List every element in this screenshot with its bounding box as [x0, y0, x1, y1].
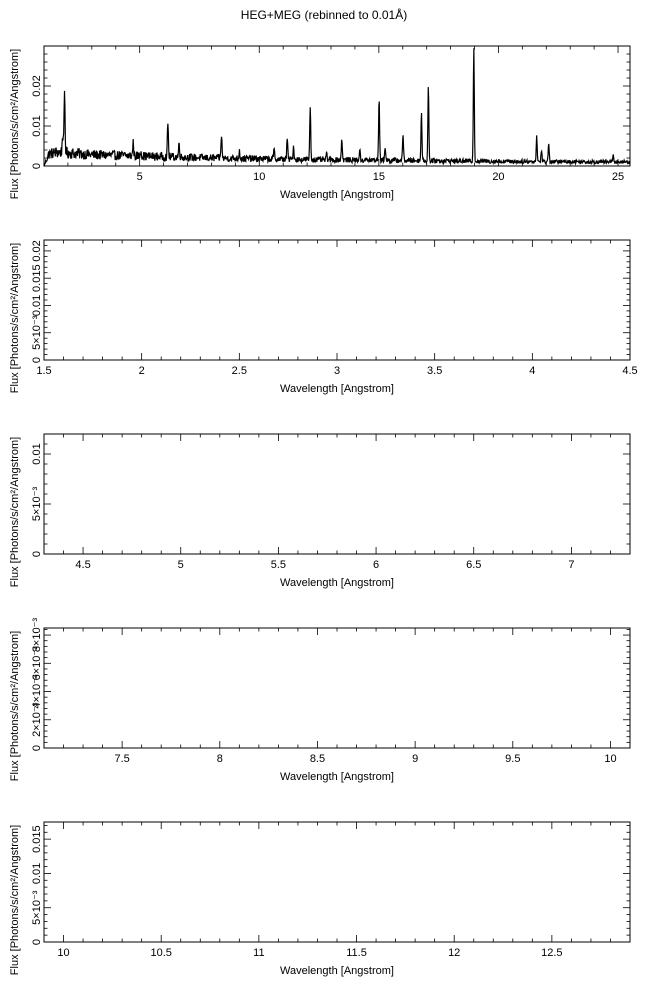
spectrum-line-1 [43, 48, 631, 167]
y-tick-label: 0.01 [31, 863, 43, 884]
x-tick-label: 5.5 [271, 559, 286, 571]
x-axis-label: Wavelength [Angstrom] [280, 383, 394, 395]
x-tick-label: 12.5 [541, 947, 562, 959]
x-tick-label: 3 [334, 365, 340, 377]
x-tick-label: 20 [492, 171, 504, 183]
x-tick-label: 9.5 [505, 753, 520, 765]
y-tick-label: 0.02 [31, 240, 43, 261]
y-tick-label: 5×10⁻³ [31, 315, 43, 350]
x-tick-label: 7.5 [114, 753, 129, 765]
x-tick-label: 2 [139, 365, 145, 377]
y-tick-label: 0 [31, 745, 43, 751]
y-axis-label: Flux [Photons/s/cm²/Angstrom] [9, 437, 21, 587]
x-tick-label: 4 [529, 365, 535, 377]
chart-panel-2: 1.5 2 2.5 3 3.5 4 4.5 0 5×10⁻³0.01 0.015 0.02 Wavel… [9, 240, 638, 395]
y-tick-label: 0 [31, 163, 43, 169]
x-tick-label: 6.5 [466, 559, 481, 571]
plot-frame [43, 45, 631, 167]
y-tick-label: 0.015 [31, 825, 43, 853]
x-tick-label: 9 [412, 753, 418, 765]
x-tick-label: 3.5 [427, 365, 442, 377]
plot-frame [43, 239, 631, 361]
y-tick-label: 0 [31, 357, 43, 363]
y-tick-label: 0 [31, 551, 43, 557]
y-tick-label: 0.01 [31, 443, 43, 464]
x-tick-label: 8 [217, 753, 223, 765]
chart-panel-5: 10 10.5 11 11.5 12 12.5 0 5×10⁻³ 0.01 0.015 Wavele… [9, 821, 631, 977]
y-tick-label: 5×10⁻³ [31, 487, 43, 522]
y-tick-label: 8×10⁻³ [31, 618, 43, 653]
y-tick-label: 6×10⁻³ [31, 646, 43, 681]
y-tick-label: 5×10⁻³ [31, 890, 43, 925]
x-tick-label: 5 [178, 559, 184, 571]
x-tick-label: 25 [612, 171, 624, 183]
y-tick-label: 0 [31, 939, 43, 945]
x-axis-label: Wavelength [Angstrom] [280, 577, 394, 589]
x-axis-label: Wavelength [Angstrom] [280, 771, 394, 783]
x-tick-label: 1.5 [36, 365, 51, 377]
x-tick-label: 4.5 [75, 559, 90, 571]
x-tick-label: 10.5 [150, 947, 171, 959]
x-tick-label: 10 [253, 171, 265, 183]
x-tick-label: 5 [137, 171, 143, 183]
y-axis-label: Flux [Photons/s/cm²/Angstrom] [9, 49, 21, 199]
x-tick-label: 4.5 [622, 365, 637, 377]
x-axis-label: Wavelength [Angstrom] [280, 965, 394, 977]
y-tick-label: 0.01 [31, 115, 43, 136]
x-tick-label: 10 [57, 947, 69, 959]
y-axis-label: Flux [Photons/s/cm²/Angstrom] [9, 243, 21, 393]
x-tick-label: 11.5 [346, 947, 367, 959]
x-tick-label: 2.5 [232, 365, 247, 377]
y-axis-label: Flux [Photons/s/cm²/Angstrom] [9, 825, 21, 975]
x-tick-label: 11 [253, 947, 264, 959]
y-tick-label: 4×10⁻³ [31, 674, 43, 709]
chart-panel-3: 4.5 5 5.5 6 6.5 7 0 5×10⁻³ 0.01 Wavelength [Angst… [9, 433, 631, 589]
y-axis-label: Flux [Photons/s/cm²/Angstrom] [9, 631, 21, 781]
y-tick-label: 2×10⁻³ [31, 702, 43, 737]
y-tick-label: 0.02 [31, 75, 43, 96]
chart-panel-1: 5 10 15 20 25 0 0.01 0.02 Wavelength [Angstrom] F… [9, 45, 631, 201]
x-tick-label: 15 [373, 171, 385, 183]
chart-panel-4: 7.5 8 8.5 9 9.5 10 0 2×10⁻³4×10⁻³6×10⁻³8×10⁻³ Wa… [9, 618, 631, 783]
y-tick-label: 0.015 [31, 264, 43, 292]
y-tick-label: 0.01 [31, 295, 43, 316]
x-tick-label: 8.5 [310, 753, 325, 765]
x-tick-label: 10 [604, 753, 616, 765]
plot-frame [43, 821, 631, 943]
figure-title: HEG+MEG (rebinned to 0.01Å) [240, 8, 408, 22]
plot-frame [43, 627, 631, 749]
x-tick-label: 6 [373, 559, 379, 571]
x-tick-label: 7 [568, 559, 574, 571]
x-tick-label: 12 [448, 947, 460, 959]
x-axis-label: Wavelength [Angstrom] [280, 189, 394, 201]
plot-frame [43, 433, 631, 555]
